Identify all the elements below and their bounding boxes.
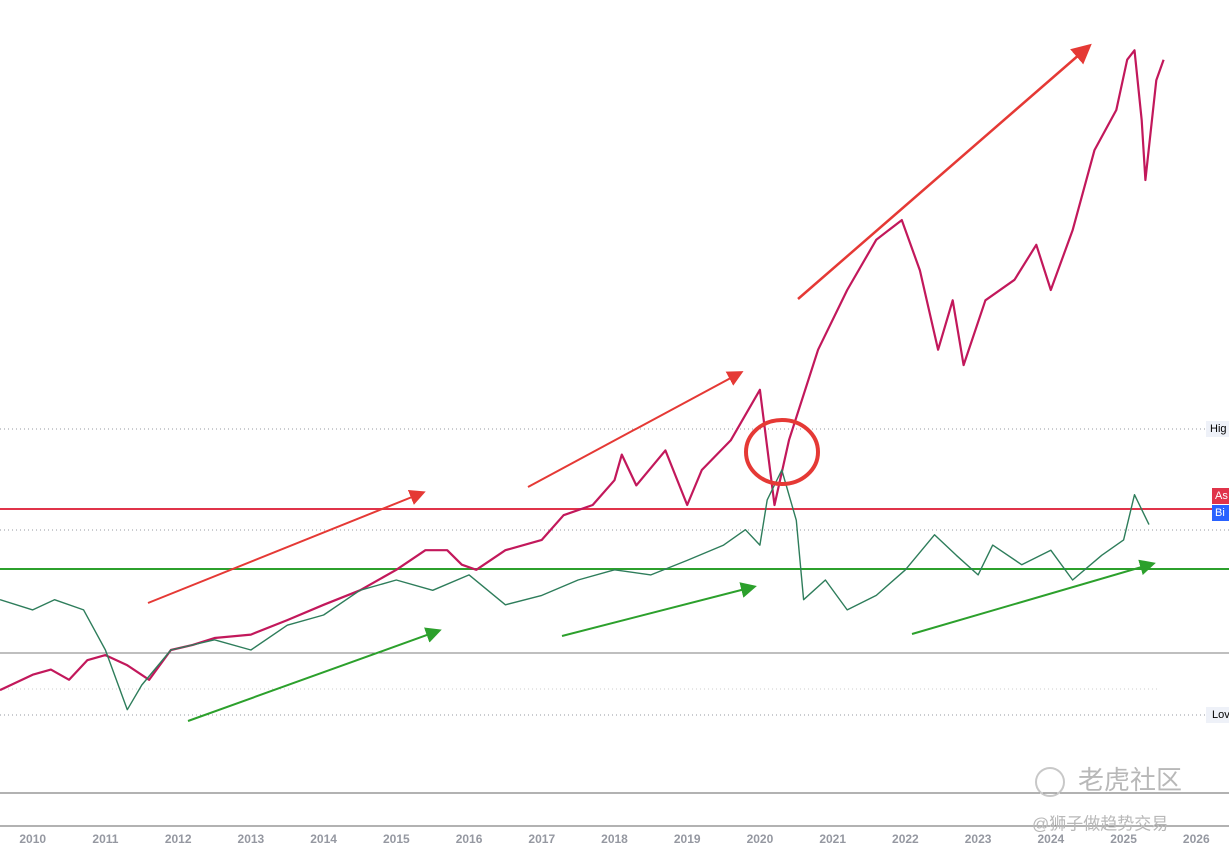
levels (0, 428, 1229, 827)
x-tick-label: 2021 (819, 832, 846, 846)
x-tick-label: 2015 (383, 832, 410, 846)
x-tick-label: 2020 (747, 832, 774, 846)
watermark-logo (1035, 767, 1065, 797)
low-tag (1206, 707, 1229, 723)
watermark-brand: 老虎社区 (1078, 765, 1182, 795)
x-tick-label: 2011 (92, 832, 118, 846)
x-tick-label: 2016 (456, 832, 483, 846)
series-line (0, 469, 1150, 711)
ask-label: As (1215, 490, 1228, 502)
x-tick-label: 2025 (1110, 832, 1137, 846)
x-tick-label: 2014 (310, 832, 337, 846)
x-tick-label: 2012 (165, 832, 192, 846)
bid-tag (1212, 505, 1229, 521)
x-tick-label: 2019 (674, 832, 701, 846)
watermark-author: @狮子做趋势交易 (1032, 814, 1168, 833)
x-tick-label: 2018 (601, 832, 628, 846)
high-tag (1206, 421, 1229, 437)
x-tick-label: 2024 (1037, 832, 1064, 846)
series-line (0, 49, 1165, 692)
high-label: Hig (1210, 423, 1227, 435)
low-label: Lov (1212, 709, 1229, 721)
ask-tag (1212, 488, 1229, 504)
x-tick-label: 2010 (19, 832, 46, 846)
x-tick-label: 2013 (238, 832, 265, 846)
x-tick-label: 2026 (1183, 832, 1210, 846)
bid-label: Bi (1215, 507, 1225, 519)
x-tick-label: 2017 (528, 832, 555, 846)
x-tick-label: 2023 (965, 832, 992, 846)
x-tick-label: 2022 (892, 832, 919, 846)
arrows (147, 43, 1156, 722)
